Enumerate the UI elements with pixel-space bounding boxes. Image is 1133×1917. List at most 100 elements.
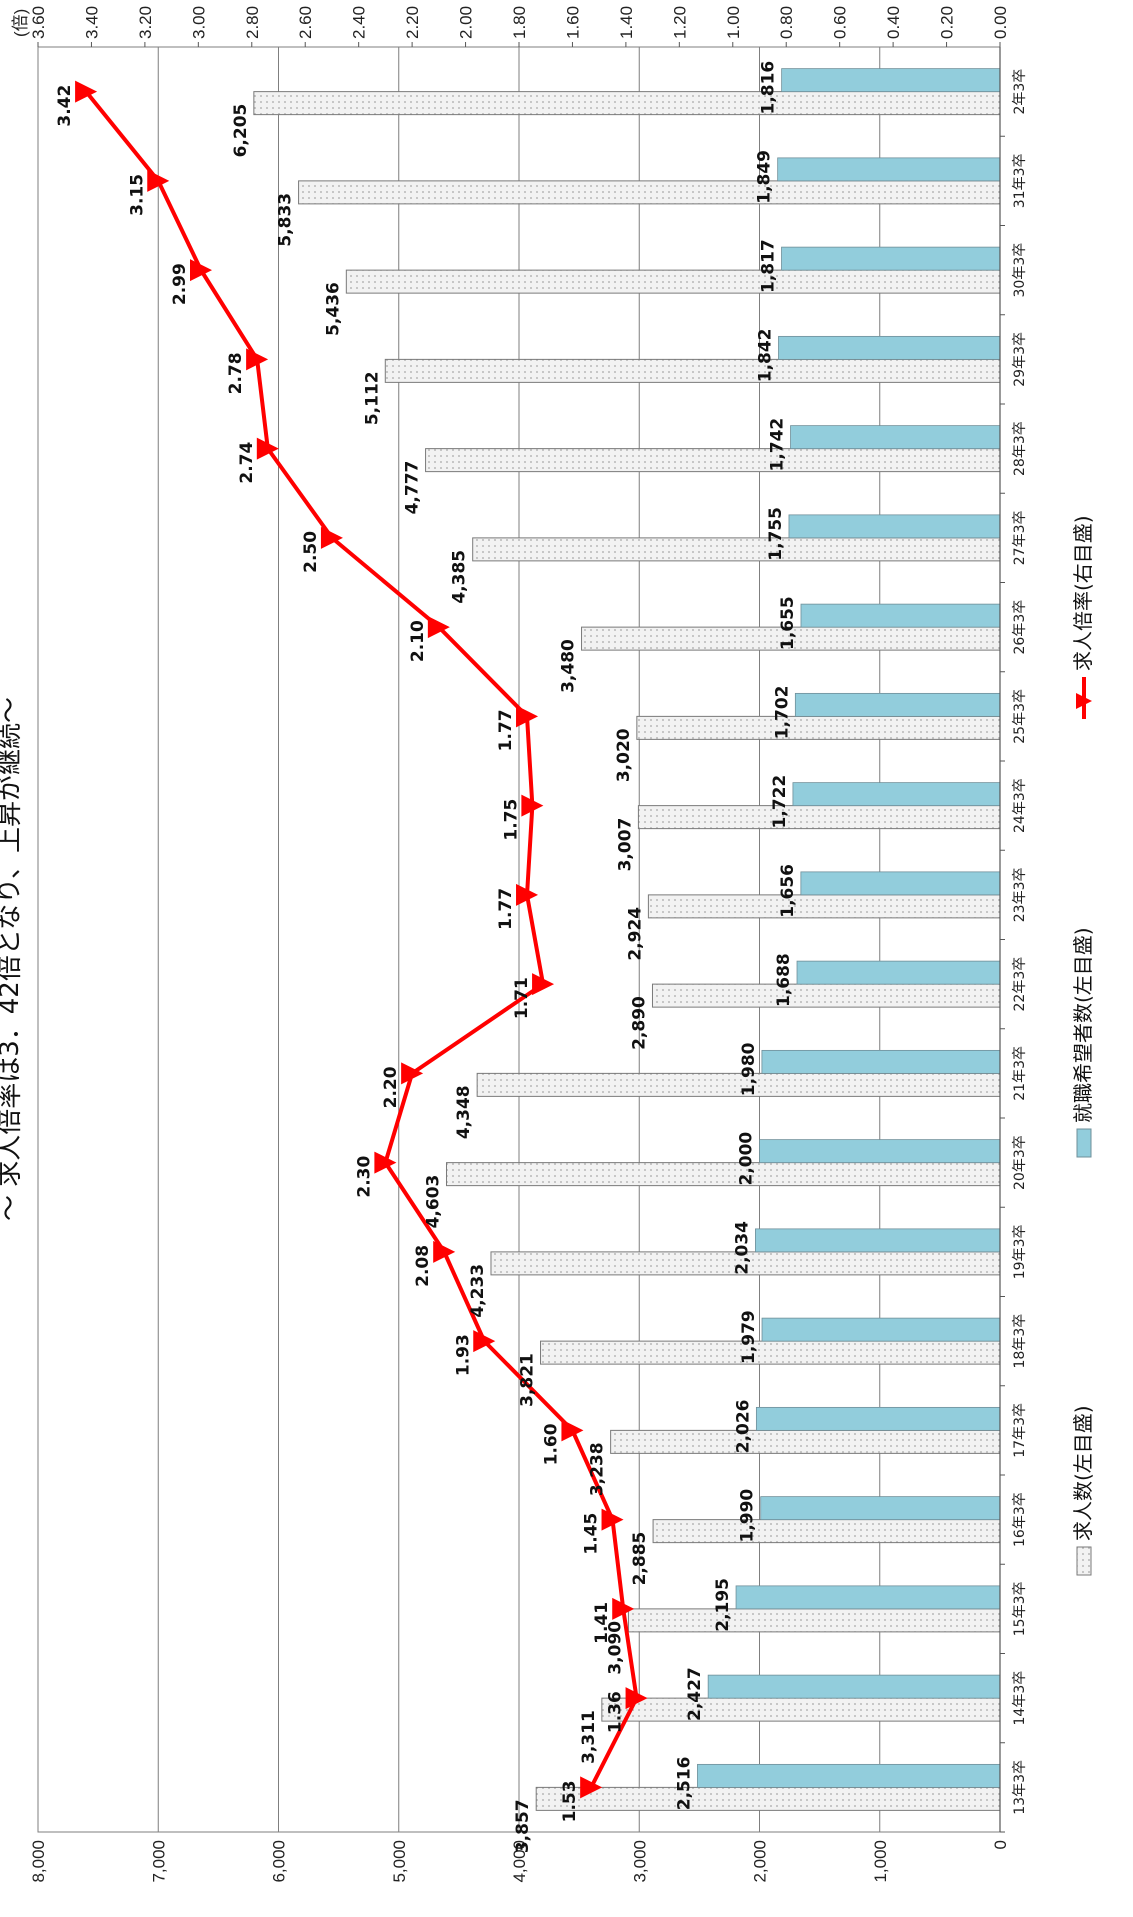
bar-shushoku	[761, 1317, 1001, 1342]
ratio-marker	[516, 705, 539, 728]
data-label-shushoku: 1,742	[768, 418, 788, 472]
bar-shushoku	[792, 782, 1001, 807]
data-label-shushoku: 1,990	[738, 1489, 758, 1543]
category-label: 29年3卒	[1012, 332, 1028, 387]
data-label-kyujinsu: 2,890	[629, 996, 649, 1050]
data-label-ratio: 1.75	[501, 799, 521, 841]
right-axis-tick-label: 1.00	[724, 6, 743, 39]
category-label: 21年3卒	[1012, 1046, 1028, 1101]
right-axis-tick-label: 2.60	[296, 6, 315, 39]
category-label: 15年3卒	[1012, 1582, 1028, 1637]
data-label-shushoku: 1,755	[766, 507, 786, 561]
data-label-kyujinsu: 2,924	[625, 907, 645, 961]
ratio-marker	[427, 616, 450, 639]
data-label-kyujinsu: 3,238	[588, 1442, 608, 1496]
bar-shushoku	[788, 514, 1001, 539]
data-label-kyujinsu: 5,112	[362, 371, 382, 425]
bar-kyujinsu	[610, 1429, 1001, 1454]
category-label: 26年3卒	[1012, 600, 1028, 655]
left-axis-tick-label: 1,000	[871, 1840, 890, 1883]
data-label-ratio: 1.93	[453, 1334, 473, 1376]
data-label-shushoku: 1,702	[772, 685, 792, 739]
data-label-ratio: 1.53	[560, 1780, 580, 1822]
ratio-marker	[580, 1776, 603, 1799]
ratio-marker	[75, 80, 98, 103]
data-label-shushoku: 1,655	[778, 596, 798, 650]
data-label-ratio: 2.99	[170, 263, 190, 305]
category-label: 17年3卒	[1012, 1403, 1028, 1458]
gridlines	[37, 47, 881, 1832]
data-label-kyujinsu: 5,833	[276, 193, 296, 247]
bar-shushoku	[781, 68, 1001, 93]
data-label-kyujinsu: 3,090	[605, 1621, 625, 1675]
data-label-kyujinsu: 3,480	[559, 639, 579, 693]
bar-kyujinsu	[384, 358, 1001, 383]
data-label-shushoku: 1,979	[739, 1310, 759, 1364]
data-label-ratio: 2.10	[408, 620, 428, 662]
data-label-shushoku: 1,817	[759, 239, 779, 293]
ratio-marker	[147, 169, 170, 192]
ratio-marker	[625, 1687, 648, 1710]
right-axis-tick-label: 3.00	[189, 6, 208, 39]
bar-kyujinsu	[652, 1519, 1001, 1544]
bar-kyujinsu	[651, 983, 1001, 1008]
category-label: 25年3卒	[1012, 689, 1028, 744]
data-label-kyujinsu: 3,007	[615, 818, 635, 872]
legend: 求人数(左目盛) 就職希望者数(左目盛) 求人倍率(右目盛)	[1071, 515, 1095, 1576]
category-label: 24年3卒	[1012, 778, 1028, 833]
axes: 0 1,000 2,000 3,000 4,000 5,000 6,000 7,000 8,00…	[11, 6, 1028, 1883]
ratio-marker	[516, 883, 539, 906]
data-label-shushoku: 2,516	[674, 1756, 694, 1810]
data-label-shushoku: 1,722	[770, 775, 790, 829]
bar-kyujinsu	[627, 1608, 1001, 1633]
data-label-kyujinsu: 5,436	[323, 282, 343, 336]
data-label-shushoku: 2,000	[737, 1132, 757, 1186]
ratio-marker	[401, 1062, 424, 1085]
ratio-marker	[612, 1597, 635, 1620]
bar-shushoku	[790, 425, 1001, 450]
legend-label-shushoku: 就職希望者数(左目盛)	[1071, 927, 1095, 1123]
category-label: 31年3卒	[1012, 154, 1028, 209]
data-label-shushoku: 2,427	[685, 1667, 705, 1721]
data-label-kyujinsu: 3,311	[579, 1710, 599, 1764]
right-axis-tick-label: 2.00	[457, 6, 476, 39]
ratio-marker	[473, 1330, 496, 1353]
bar-shushoku	[697, 1763, 1001, 1788]
bar-kyujinsu	[472, 537, 1001, 562]
bar-kyujinsu	[445, 1162, 1001, 1187]
data-label-ratio: 1.41	[592, 1602, 612, 1644]
data-label-ratio: 2.78	[226, 352, 246, 394]
category-label: 23年3卒	[1012, 868, 1028, 923]
data-label-kyujinsu: 4,385	[450, 550, 470, 604]
right-axis-unit: (倍)	[11, 9, 30, 37]
category-label: 22年3卒	[1012, 957, 1028, 1012]
right-axis-tick-label: 0.80	[777, 6, 796, 39]
legend-label-ratio: 求人倍率(右目盛)	[1071, 515, 1095, 671]
chart-title: ～ 求人倍率は3．42倍となり、上昇が継続～	[0, 697, 25, 1221]
right-axis-tick-label: 3.20	[136, 6, 155, 39]
category-label: 30年3卒	[1012, 243, 1028, 298]
ratio-marker	[521, 794, 544, 817]
right-axis-tick-label: 3.40	[82, 6, 101, 39]
data-label-ratio: 1.60	[541, 1423, 561, 1465]
category-label: 14年3卒	[1012, 1671, 1028, 1726]
rotated-chart-group: ～ 求人倍率は3．42倍となり、上昇が継続～ 0 1,000 2,000 3,000 4…	[0, 6, 1095, 1883]
data-label-kyujinsu: 4,603	[423, 1175, 443, 1229]
ratio-marker	[601, 1508, 624, 1531]
data-label-kyujinsu: 3,020	[614, 728, 634, 782]
data-label-shushoku: 2,026	[733, 1399, 753, 1453]
data-label-ratio: 1.36	[606, 1691, 626, 1733]
ratio-marker	[433, 1240, 456, 1263]
data-label-shushoku: 1,842	[755, 328, 775, 382]
data-label-kyujinsu: 6,205	[231, 104, 251, 158]
bar-kyujinsu	[425, 448, 1001, 473]
data-label-kyujinsu: 4,348	[454, 1085, 474, 1139]
right-axis-tick-label: 1.40	[617, 6, 636, 39]
left-axis-tick-label: 0	[991, 1840, 1010, 1849]
bar-shushoku	[796, 960, 1001, 985]
right-axis-tick-label: 0.60	[831, 6, 850, 39]
data-label-kyujinsu: 3,857	[513, 1799, 533, 1853]
data-label-ratio: 3.15	[127, 174, 147, 216]
bar-shushoku	[778, 335, 1001, 360]
data-label-ratio: 2.20	[381, 1066, 401, 1108]
